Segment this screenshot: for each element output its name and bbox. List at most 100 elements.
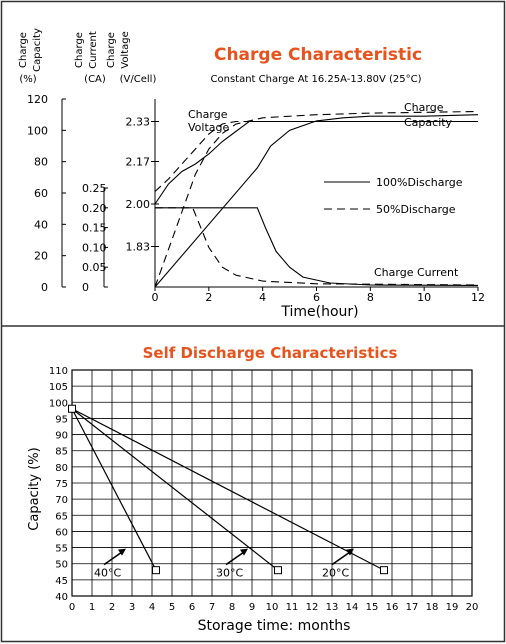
time-tick-label: 4 bbox=[259, 291, 266, 304]
start-marker bbox=[68, 404, 76, 413]
y-tick-label: 45 bbox=[55, 576, 68, 587]
x-tick-label: 15 bbox=[366, 602, 379, 613]
chart2-xlabel: Storage time: months bbox=[198, 618, 351, 634]
y-tick-label: 85 bbox=[55, 447, 68, 458]
y-tick-label: 105 bbox=[49, 382, 68, 393]
chart1-axes: 02040608010012000.050.100.150.200.251.83… bbox=[27, 93, 485, 304]
capacity-tick-label: 100 bbox=[27, 124, 48, 137]
y-tick-label: 110 bbox=[49, 366, 68, 377]
axis-header-current-2: Current bbox=[88, 31, 99, 69]
y-tick-label: 65 bbox=[55, 511, 68, 522]
charge-voltage-100-line bbox=[154, 120, 478, 205]
axis-unit-capacity: (%) bbox=[19, 74, 36, 85]
chart2-title: Self Discharge Characteristics bbox=[143, 344, 398, 362]
x-tick-label: 0 bbox=[69, 602, 75, 613]
x-tick-label: 3 bbox=[129, 602, 135, 613]
voltage-tick-label: 1.83 bbox=[126, 241, 151, 254]
x-tick-label: 4 bbox=[149, 602, 155, 613]
y-tick-label: 100 bbox=[49, 398, 68, 409]
x-tick-label: 8 bbox=[229, 602, 235, 613]
x-tick-label: 6 bbox=[189, 602, 195, 613]
arrowhead-40c bbox=[118, 548, 126, 556]
axis-header-current-1: Charge bbox=[74, 32, 85, 68]
x-tick-label: 1 bbox=[89, 602, 95, 613]
capacity-tick-label: 20 bbox=[34, 250, 48, 263]
capacity-tick-label: 60 bbox=[34, 187, 48, 200]
x-tick-label: 5 bbox=[169, 602, 175, 613]
x-tick-label: 17 bbox=[406, 602, 419, 613]
temperature-label-20c: 20°C bbox=[322, 567, 349, 580]
x-tick-label: 18 bbox=[426, 602, 439, 613]
self-discharge-chart: Self Discharge Characteristics 404550556… bbox=[27, 344, 478, 634]
current-tick-label: 0.10 bbox=[82, 241, 107, 254]
annotation-charge-capacity-1: Charge bbox=[404, 101, 444, 114]
x-tick-label: 20 bbox=[466, 602, 479, 613]
y-tick-label: 70 bbox=[55, 495, 68, 506]
current-tick-label: 0 bbox=[82, 281, 89, 294]
chart1-subtitle: Constant Charge At 16.25A-13.80V (25°C) bbox=[211, 74, 422, 85]
voltage-tick-label: 2.33 bbox=[126, 116, 151, 129]
y-tick-label: 90 bbox=[55, 431, 68, 442]
voltage-tick-label: 2.17 bbox=[126, 156, 151, 169]
annotation-charge-current: Charge Current bbox=[374, 266, 459, 279]
current-tick-label: 0.20 bbox=[82, 202, 107, 215]
time-tick-label: 2 bbox=[205, 291, 212, 304]
chart1-legend: 100%Discharge 50%Discharge bbox=[324, 176, 463, 216]
temperature-label-30c: 30°C bbox=[216, 567, 243, 580]
current-tick-label: 0.15 bbox=[82, 222, 107, 235]
capacity-tick-label: 120 bbox=[27, 93, 48, 106]
discharge-line-40c bbox=[71, 408, 157, 571]
plot-border bbox=[71, 369, 473, 597]
charge-voltage-50-line bbox=[154, 120, 478, 192]
arrowhead-20c bbox=[346, 548, 354, 556]
annotation-charge-voltage-2: Voltage bbox=[188, 121, 229, 134]
annotation-charge-voltage-1: Charge bbox=[188, 108, 228, 121]
current-tick-label: 0.25 bbox=[82, 182, 107, 195]
x-tick-label: 12 bbox=[306, 602, 319, 613]
axis-unit-voltage: (V/Cell) bbox=[120, 74, 157, 85]
chart1-series bbox=[154, 110, 479, 288]
axis-header-voltage-2: Voltage bbox=[120, 31, 131, 69]
time-tick-label: 10 bbox=[417, 291, 431, 304]
discharge-line-20c bbox=[71, 408, 385, 571]
charge-capacity-50-line bbox=[154, 110, 479, 288]
chart2-series: 40°C 30°C 20°C bbox=[68, 404, 388, 580]
arrowhead-30c bbox=[240, 548, 248, 556]
axis-header-capacity-2: Capacity bbox=[32, 28, 43, 72]
x-tick-label: 11 bbox=[286, 602, 299, 613]
legend-100-discharge: 100%Discharge bbox=[376, 176, 463, 189]
x-tick-label: 9 bbox=[249, 602, 255, 613]
time-tick-label: 6 bbox=[313, 291, 320, 304]
current-tick-label: 0.05 bbox=[82, 261, 107, 274]
x-tick-label: 2 bbox=[109, 602, 115, 613]
end-marker-30c bbox=[274, 566, 282, 575]
time-tick-label: 0 bbox=[152, 291, 159, 304]
end-marker-40c bbox=[152, 566, 160, 575]
x-tick-label: 7 bbox=[209, 602, 215, 613]
y-tick-label: 75 bbox=[55, 479, 68, 490]
discharge-line-30c bbox=[71, 408, 279, 571]
y-tick-label: 55 bbox=[55, 544, 68, 555]
x-tick-label: 19 bbox=[446, 602, 459, 613]
end-marker-20c bbox=[380, 566, 388, 575]
y-tick-label: 40 bbox=[55, 592, 68, 603]
charge-characteristic-chart: Charge Characteristic Constant Charge At… bbox=[18, 28, 485, 320]
x-tick-label: 16 bbox=[386, 602, 399, 613]
time-tick-label: 12 bbox=[471, 291, 485, 304]
capacity-tick-label: 80 bbox=[34, 156, 48, 169]
x-tick-label: 10 bbox=[266, 602, 279, 613]
capacity-tick-label: 0 bbox=[41, 281, 48, 294]
chart2-ylabel: Capacity (%) bbox=[27, 447, 42, 530]
y-tick-label: 80 bbox=[55, 463, 68, 474]
charge-capacity-100-line bbox=[154, 114, 479, 288]
legend-50-discharge: 50%Discharge bbox=[376, 203, 456, 216]
chart1-xlabel: Time(hour) bbox=[280, 304, 358, 320]
axis-header-capacity-1: Charge bbox=[18, 32, 29, 68]
time-tick-label: 8 bbox=[367, 291, 374, 304]
chart1-title: Charge Characteristic bbox=[214, 45, 422, 65]
x-tick-label: 14 bbox=[346, 602, 359, 613]
x-tick-label: 13 bbox=[326, 602, 339, 613]
y-tick-label: 95 bbox=[55, 414, 68, 425]
